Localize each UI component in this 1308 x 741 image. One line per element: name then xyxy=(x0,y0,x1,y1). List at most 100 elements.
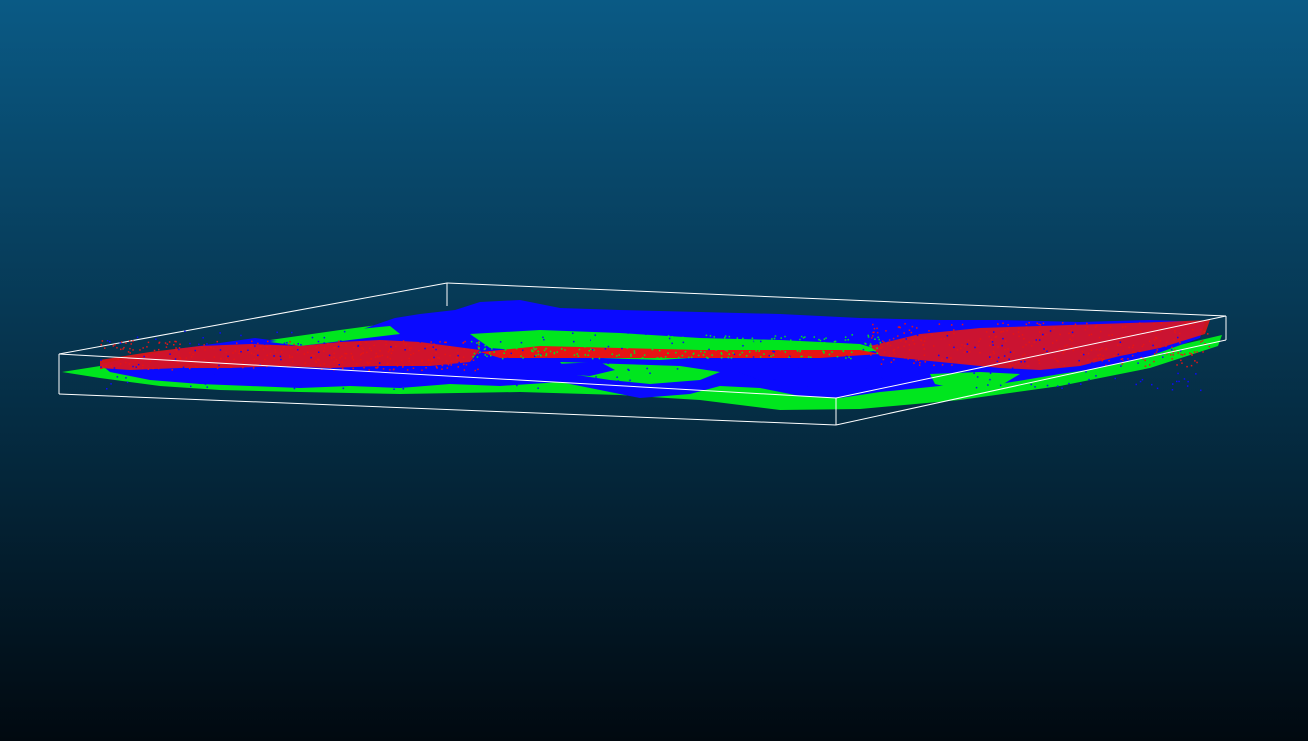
point-speckle xyxy=(542,336,544,339)
point-speckle xyxy=(456,357,458,359)
point-speckle xyxy=(449,346,451,348)
point-speckle xyxy=(318,351,320,353)
point-speckle xyxy=(1120,365,1122,367)
point-speckle xyxy=(1178,338,1180,340)
point-speckle xyxy=(1204,343,1206,345)
point-speckle xyxy=(497,334,499,337)
point-speckle xyxy=(881,340,884,342)
point-speckle xyxy=(541,341,544,344)
point-speckle xyxy=(1057,360,1059,363)
point-speckle xyxy=(327,343,329,345)
point-speckle xyxy=(370,349,373,352)
point-speckle xyxy=(681,385,683,388)
point-speckle xyxy=(607,362,609,365)
point-speckle xyxy=(749,346,752,348)
point-speckle xyxy=(645,333,647,335)
point-speckle xyxy=(773,379,776,382)
point-speckle xyxy=(839,384,842,387)
point-speckle xyxy=(823,341,826,344)
point-speckle xyxy=(835,346,838,348)
point-speckle xyxy=(445,360,448,362)
point-speckle xyxy=(796,379,799,381)
point-speckle xyxy=(104,347,106,349)
point-speckle xyxy=(330,384,333,386)
point-speckle xyxy=(953,329,955,331)
point-speckle xyxy=(185,357,187,359)
point-speckle xyxy=(340,344,342,346)
point-speckle xyxy=(286,342,288,344)
point-speckle xyxy=(883,341,885,344)
point-speckle xyxy=(878,388,880,391)
point-speckle xyxy=(890,361,893,363)
point-speckle xyxy=(553,338,555,340)
point-speckle xyxy=(317,358,319,361)
point-speckle xyxy=(876,352,879,354)
point-speckle xyxy=(279,355,282,358)
point-speckle xyxy=(158,341,161,344)
point-speckle xyxy=(421,369,423,372)
point-speckle xyxy=(1025,371,1027,373)
point-speckle xyxy=(1189,324,1192,327)
point-speckle xyxy=(772,350,774,353)
point-speckle xyxy=(630,342,632,344)
point-speckle xyxy=(861,357,863,359)
point-speckle xyxy=(687,341,690,343)
point-speckle xyxy=(488,340,491,342)
point-speckle xyxy=(845,355,848,358)
point-speckle xyxy=(119,342,122,344)
point-speckle xyxy=(953,332,955,335)
point-speckle xyxy=(1132,344,1135,347)
point-speckle xyxy=(940,338,942,340)
point-speckle xyxy=(323,342,325,344)
point-speckle xyxy=(1180,350,1182,352)
point-speckle xyxy=(924,337,926,339)
point-speckle xyxy=(136,336,139,339)
point-speckle xyxy=(372,370,375,372)
point-speckle xyxy=(1069,338,1071,340)
point-speckle xyxy=(1049,330,1052,332)
point-speckle xyxy=(979,352,981,354)
point-speckle xyxy=(1142,358,1144,360)
point-speckle xyxy=(310,356,312,359)
point-speckle xyxy=(924,361,926,363)
point-speckle xyxy=(1117,344,1119,346)
point-speckle xyxy=(1119,344,1122,346)
point-speckle xyxy=(325,378,328,380)
point-speckle xyxy=(966,351,968,353)
point-speckle xyxy=(291,360,294,363)
point-speckle xyxy=(918,364,921,366)
point-speckle xyxy=(752,346,755,348)
point-speckle xyxy=(1200,341,1202,343)
point-speckle xyxy=(289,347,292,349)
point-speckle xyxy=(112,345,115,347)
point-speckle xyxy=(900,340,902,342)
point-speckle xyxy=(1071,345,1073,348)
point-speckle xyxy=(1124,325,1127,328)
point-speckle xyxy=(836,356,839,358)
point-speckle xyxy=(342,387,345,390)
point-speckle xyxy=(842,350,845,353)
point-speckle xyxy=(881,376,883,379)
point-speckle xyxy=(992,344,994,346)
point-speckle xyxy=(283,342,286,345)
point-speckle xyxy=(630,353,632,356)
point-speckle xyxy=(881,346,883,348)
point-speckle xyxy=(1101,359,1104,361)
point-cloud-vegetation-clump-2 xyxy=(738,362,820,380)
point-speckle xyxy=(1020,361,1022,363)
point-speckle xyxy=(1141,345,1144,348)
point-speckle xyxy=(476,356,479,358)
point-speckle xyxy=(117,358,119,360)
point-speckle xyxy=(1095,358,1097,360)
point-speckle xyxy=(789,347,791,350)
point-speckle xyxy=(400,332,402,335)
point-speckle xyxy=(889,344,892,347)
point-speckle xyxy=(141,367,144,370)
point-speckle xyxy=(106,388,108,390)
point-speckle xyxy=(726,350,728,352)
point-speckle xyxy=(749,330,751,332)
point-speckle xyxy=(362,348,365,351)
point-cloud-structure-class-right xyxy=(870,320,1210,370)
